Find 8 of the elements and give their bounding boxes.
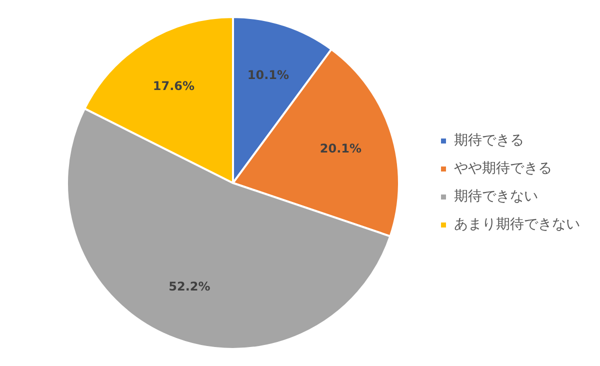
data-label: 17.6% bbox=[152, 79, 195, 94]
data-label: 10.1% bbox=[247, 68, 290, 82]
legend-label: 期待できる bbox=[454, 132, 524, 149]
legend-label: あまり期待できない bbox=[454, 216, 580, 233]
data-label: 52.2% bbox=[168, 279, 210, 294]
legend-label: やや期待できる bbox=[454, 160, 552, 177]
data-label: 20.1% bbox=[320, 141, 362, 156]
legend-label: 期待できない bbox=[454, 188, 538, 205]
